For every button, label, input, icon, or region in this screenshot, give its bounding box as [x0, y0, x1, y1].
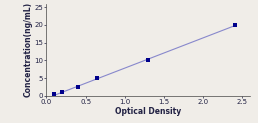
Point — [232, 24, 237, 26]
Point — [146, 60, 150, 62]
X-axis label: Optical Density: Optical Density — [115, 107, 181, 116]
Point — [52, 93, 56, 95]
Point — [76, 86, 80, 88]
Point — [60, 91, 64, 93]
Point — [95, 77, 100, 79]
Y-axis label: Concentration(ng/mL): Concentration(ng/mL) — [23, 2, 33, 97]
